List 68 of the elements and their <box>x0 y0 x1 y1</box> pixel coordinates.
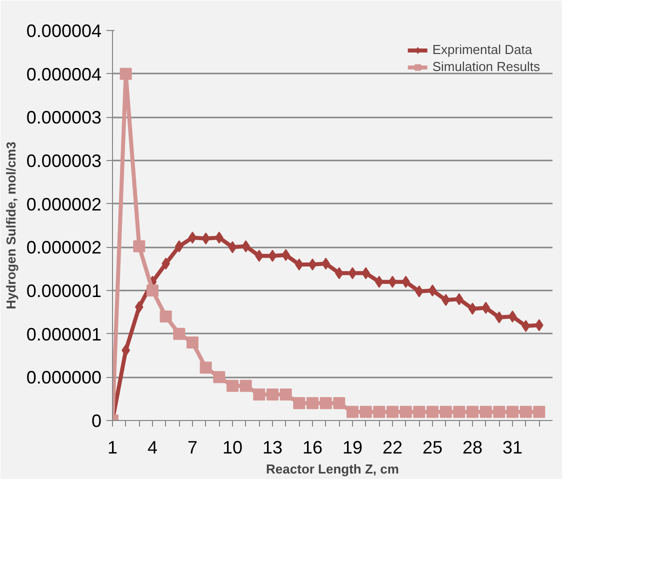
point <box>466 406 478 418</box>
point <box>388 276 397 288</box>
point <box>186 336 198 348</box>
point <box>533 406 546 418</box>
point <box>306 397 318 410</box>
y-tick-label: 0 <box>91 411 102 431</box>
point <box>440 406 452 418</box>
x-tick-label: 4 <box>147 438 158 458</box>
x-tick-label: 7 <box>187 438 198 458</box>
point <box>295 258 304 270</box>
point <box>133 240 146 252</box>
point <box>146 284 158 296</box>
x-axis-title: Reactor Length Z, cm <box>266 462 399 476</box>
point <box>333 397 346 410</box>
point <box>188 232 197 244</box>
y-tick-label: 0.000002 <box>26 238 102 258</box>
y-tick-label: 0.000003 <box>26 151 102 171</box>
point <box>413 406 426 418</box>
point <box>506 406 518 418</box>
point <box>308 258 317 270</box>
point <box>213 371 226 384</box>
x-tick-label: 13 <box>262 438 283 458</box>
y-tick-label: 0.000001 <box>26 281 102 301</box>
point <box>320 397 332 410</box>
point <box>493 406 506 418</box>
point <box>348 267 357 280</box>
point <box>268 250 277 262</box>
legend-label: Exprimental Data <box>432 42 532 57</box>
point <box>280 388 292 400</box>
point <box>360 406 372 418</box>
point <box>453 406 466 418</box>
point <box>426 406 438 418</box>
point <box>293 397 306 410</box>
x-tick-label: 16 <box>302 438 323 458</box>
y-axis-title: Hydrogen Sulfide, mol/cm3 <box>3 142 18 310</box>
point <box>228 241 237 254</box>
point <box>202 232 210 244</box>
x-tick-label: 19 <box>342 438 363 458</box>
point <box>468 302 477 315</box>
x-tick-label: 22 <box>382 438 403 458</box>
point <box>520 406 532 418</box>
y-tick-label: 0.000004 <box>26 21 102 41</box>
point <box>373 406 386 418</box>
point <box>386 406 398 418</box>
x-tick-label: 25 <box>422 438 443 458</box>
point <box>253 388 266 400</box>
x-tick-label: 1 <box>107 438 118 458</box>
point <box>240 380 252 392</box>
legend-label: Simulation Results <box>432 59 540 74</box>
x-tick-label: 31 <box>502 438 523 458</box>
point <box>200 362 212 374</box>
x-tick-label: 28 <box>462 438 483 458</box>
y-tick-label: 0.000000 <box>26 368 102 388</box>
point <box>346 406 358 418</box>
point <box>428 284 437 296</box>
point <box>266 388 278 400</box>
point <box>173 328 186 340</box>
point <box>160 310 172 322</box>
x-tick-label: 10 <box>222 438 243 458</box>
y-tick-label: 0.000003 <box>26 108 102 128</box>
y-tick-label: 0.000001 <box>26 324 102 344</box>
y-tick-label: 0.000004 <box>26 64 102 84</box>
point <box>400 406 412 418</box>
point <box>508 310 517 322</box>
point <box>226 380 238 392</box>
point <box>120 68 132 80</box>
point <box>480 406 492 418</box>
y-tick-label: 0.000002 <box>26 194 102 214</box>
